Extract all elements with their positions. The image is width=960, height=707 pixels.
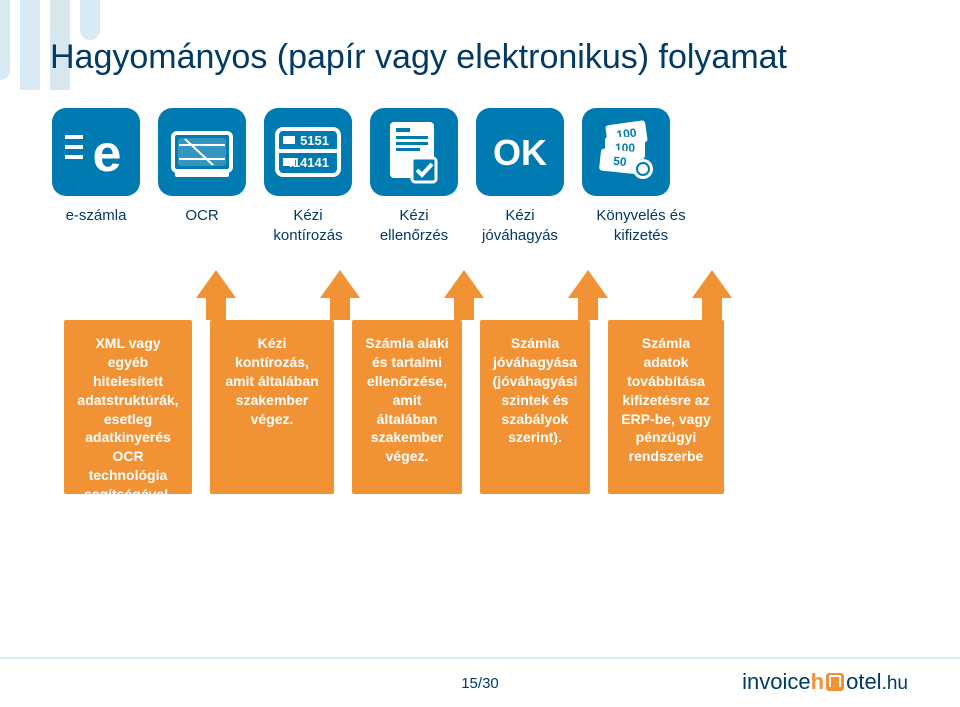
description-box: Számla adatok továbbítása kifizetésre az… [608, 320, 724, 494]
icon-money: 100 100 50 [582, 108, 670, 196]
description-box: Számla jóváhagyása (jóváhagyási szintek … [480, 320, 590, 494]
slide: Hagyományos (papír vagy elektronikus) fo… [0, 0, 960, 707]
svg-text:OK: OK [493, 132, 547, 173]
description-box: Számla alaki és tartalmi ellenőrzése, am… [352, 320, 462, 494]
svg-text:e: e [93, 125, 122, 183]
icon-e-invoice: e [52, 108, 140, 196]
step-label: Kézi kontírozás [264, 206, 352, 245]
slide-title: Hagyományos (papír vagy elektronikus) fo… [50, 38, 787, 77]
step-label: e-számla [52, 206, 140, 245]
step-label: Kézi ellenőrzés [370, 206, 458, 245]
process-icons-row: e 5151 414141 [52, 108, 670, 196]
arrows-row [172, 270, 756, 320]
arrow-up-icon [172, 270, 260, 320]
description-box: Kézi kontírozás, amit általában szakembe… [210, 320, 334, 494]
arrow-up-icon [296, 270, 384, 320]
step-label: Könyvelés és kifizetés [582, 206, 700, 245]
process-labels-row: e-számla OCR Kézi kontírozás Kézi ellenő… [52, 206, 700, 245]
description-box: XML vagy egyéb hitelesített adatstruktúr… [64, 320, 192, 494]
arrow-up-icon [420, 270, 508, 320]
icon-approve: OK [476, 108, 564, 196]
svg-text:5151: 5151 [300, 133, 329, 148]
brand-hotel-icon [826, 673, 844, 691]
icon-checklist [370, 108, 458, 196]
svg-text:50: 50 [613, 154, 628, 169]
arrow-up-icon [544, 270, 632, 320]
step-label: OCR [158, 206, 246, 245]
brand-part2: h [811, 669, 824, 695]
brand-part1: invoice [742, 669, 810, 695]
brand-tld: .hu [882, 673, 908, 695]
brand-part3: otel [846, 669, 881, 695]
description-boxes-row: XML vagy egyéb hitelesített adatstruktúr… [64, 320, 724, 494]
icon-scanner [158, 108, 246, 196]
brand-logo: invoicehotel.hu [742, 669, 908, 695]
arrow-up-icon [668, 270, 756, 320]
step-label: Kézi jóváhagyás [476, 206, 564, 245]
page-number: 15/30 [461, 675, 499, 692]
icon-account-codes: 5151 414141 [264, 108, 352, 196]
